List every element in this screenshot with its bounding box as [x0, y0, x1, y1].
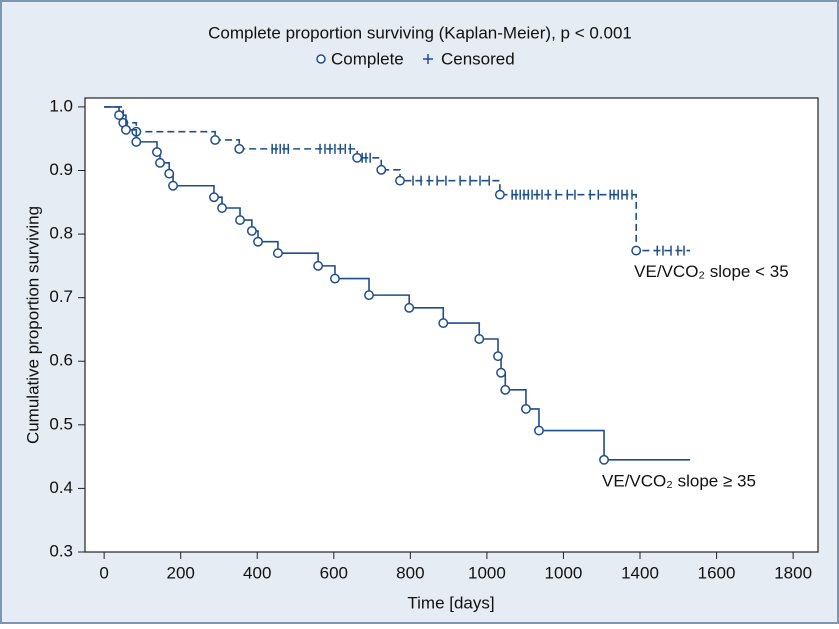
x-tick-label: 1400	[621, 563, 659, 582]
legend-label: Complete	[331, 49, 404, 68]
y-tick-label: 0.4	[49, 478, 73, 497]
event-mark	[131, 136, 142, 147]
y-tick-label: 0.8	[49, 224, 73, 243]
event-mark	[352, 152, 363, 163]
event-mark	[599, 454, 609, 465]
event-mark	[500, 384, 511, 395]
y-tick-label: 0.5	[49, 414, 73, 433]
event-mark	[438, 318, 449, 329]
event-mark	[329, 273, 340, 284]
event-mark	[474, 334, 485, 344]
event-mark	[404, 302, 415, 313]
event-mark	[520, 403, 531, 414]
event-mark	[272, 248, 283, 259]
event-mark	[164, 168, 175, 179]
event-mark	[631, 245, 642, 256]
x-tick-label: 0	[99, 563, 108, 582]
event-mark	[168, 180, 178, 191]
y-tick-label: 0.7	[49, 287, 73, 306]
event-mark	[246, 225, 257, 236]
x-tick-label: 600	[320, 563, 348, 582]
event-mark	[395, 175, 405, 186]
event-mark	[534, 425, 544, 436]
x-tick-label: 400	[243, 563, 271, 582]
event-mark	[114, 110, 125, 121]
event-mark	[155, 157, 165, 168]
legend-label: Censored	[441, 49, 515, 68]
event-mark	[313, 260, 324, 271]
event-mark	[493, 351, 503, 362]
curve-label: VE/VCO₂ slope ≥ 35	[602, 471, 756, 490]
event-mark	[217, 203, 227, 213]
event-mark	[210, 135, 221, 145]
event-mark	[121, 124, 131, 135]
event-mark	[376, 164, 387, 175]
event-mark	[234, 143, 245, 154]
x-tick-label: 1000	[468, 563, 506, 582]
curve-label: VE/VCO₂ slope < 35	[634, 262, 789, 281]
y-tick-label: 0.6	[49, 351, 73, 370]
event-mark	[253, 236, 263, 247]
y-axis-label: Cumulative proportion surviving	[23, 206, 42, 444]
x-tick-label: 1800	[774, 563, 812, 582]
plot-area	[84, 97, 819, 553]
x-axis-label: Time [days]	[407, 593, 494, 612]
event-mark	[494, 189, 505, 200]
x-tick-label: 1000	[545, 563, 583, 582]
x-tick-label: 1600	[698, 563, 736, 582]
y-tick-label: 0.3	[49, 541, 73, 560]
legend-marker	[423, 54, 433, 64]
event-mark	[496, 367, 507, 378]
event-mark	[152, 147, 162, 157]
event-mark	[209, 192, 219, 203]
y-tick-label: 0.9	[49, 160, 73, 179]
legend-marker	[316, 54, 326, 64]
chart-title: Complete proportion surviving (Kaplan-Me…	[208, 23, 632, 42]
event-mark	[235, 215, 245, 226]
event-mark	[364, 290, 374, 301]
y-tick-label: 1.0	[49, 96, 73, 115]
x-tick-label: 200	[167, 563, 195, 582]
x-tick-label: 800	[396, 563, 424, 582]
